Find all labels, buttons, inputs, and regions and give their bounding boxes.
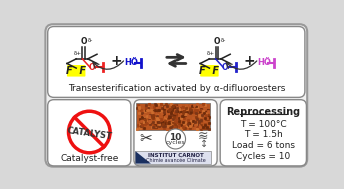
Text: Catalyst-free: Catalyst-free [60, 154, 118, 163]
Text: δ-: δ- [87, 39, 93, 43]
Text: δ+: δ+ [207, 51, 215, 56]
Circle shape [165, 129, 185, 149]
Polygon shape [136, 151, 151, 164]
FancyBboxPatch shape [136, 151, 211, 164]
Text: ✂: ✂ [139, 132, 152, 146]
Text: O: O [88, 63, 95, 72]
FancyBboxPatch shape [200, 65, 219, 77]
Text: O: O [214, 37, 220, 46]
FancyBboxPatch shape [48, 100, 131, 166]
Text: F  F: F F [66, 66, 86, 76]
Text: Reprocessing: Reprocessing [226, 107, 300, 117]
FancyBboxPatch shape [48, 26, 305, 97]
Text: Chimie avancée Climate: Chimie avancée Climate [147, 158, 206, 163]
Text: T = 100°C: T = 100°C [240, 120, 287, 129]
Text: HÖ: HÖ [257, 58, 271, 67]
FancyBboxPatch shape [220, 100, 307, 166]
FancyBboxPatch shape [134, 100, 217, 166]
FancyBboxPatch shape [45, 24, 307, 167]
Text: ↕: ↕ [200, 139, 208, 149]
Text: +: + [244, 54, 255, 68]
Text: 10: 10 [169, 133, 182, 142]
Text: O: O [222, 63, 228, 72]
Text: +: + [110, 54, 122, 68]
FancyBboxPatch shape [67, 65, 85, 77]
Text: Cycles = 10: Cycles = 10 [236, 152, 290, 161]
Text: INSTITUT CARNOT: INSTITUT CARNOT [148, 153, 204, 158]
Text: Transesterification activated by α-difluoroesters: Transesterification activated by α-diflu… [68, 84, 285, 93]
Text: F  F: F F [200, 66, 219, 76]
Text: O: O [80, 37, 87, 46]
Text: HÖ: HÖ [124, 58, 138, 67]
Text: cycles: cycles [166, 140, 185, 145]
FancyBboxPatch shape [136, 103, 210, 130]
Text: ≋: ≋ [198, 130, 208, 143]
Text: Load = 6 tons: Load = 6 tons [232, 141, 295, 150]
Text: CATALYST: CATALYST [66, 126, 112, 141]
Text: δ+: δ+ [74, 51, 82, 56]
Text: δ-: δ- [221, 39, 226, 43]
Text: T = 1.5h: T = 1.5h [244, 130, 283, 139]
